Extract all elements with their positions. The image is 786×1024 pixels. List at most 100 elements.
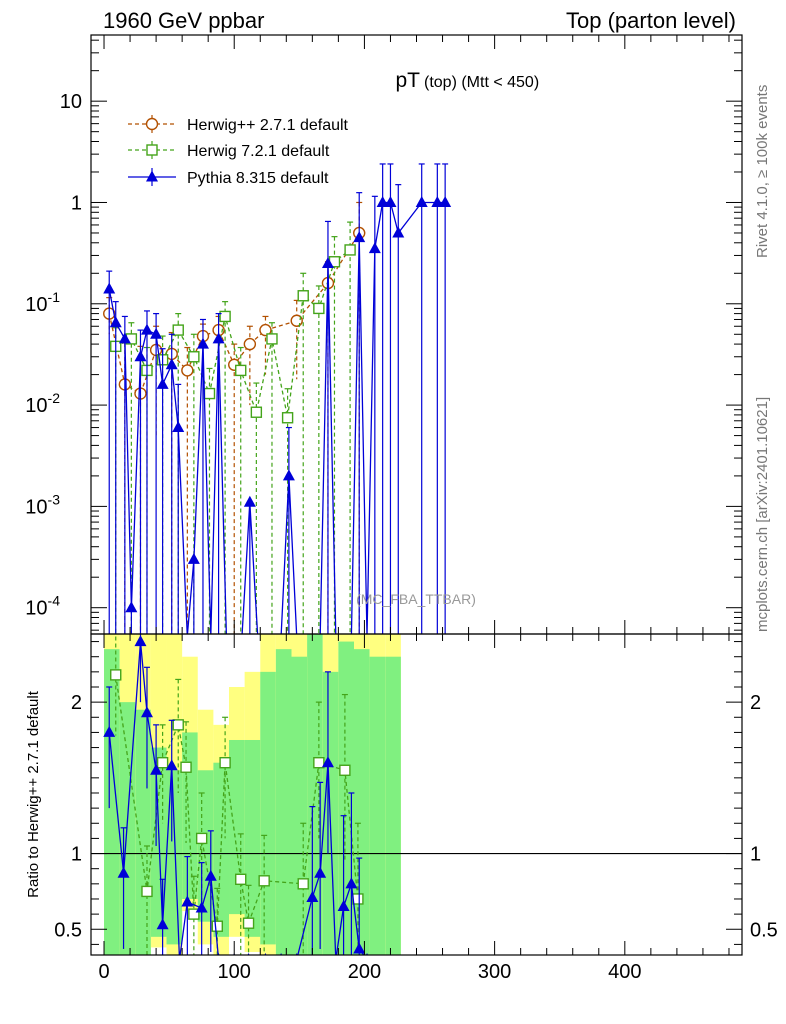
ratio-band-green (338, 641, 355, 955)
x-tick-label: 300 (478, 961, 511, 983)
main-series-2-point (118, 332, 131, 344)
y-tick-label: 10-1 (25, 289, 60, 316)
ratio-band-green (229, 739, 245, 915)
ratio-series-1-point (314, 866, 327, 878)
ratio-band-green (166, 770, 183, 945)
ratio-series-1-point (140, 706, 153, 718)
main-series-1-point (250, 406, 263, 418)
ratio-band-green (369, 656, 386, 955)
main-series-2-point (212, 332, 225, 344)
ratio-series-1-point (117, 866, 130, 878)
ratio-series-0-point (219, 757, 231, 769)
main-series-2-point (376, 195, 389, 207)
ratio-series-0-point (211, 920, 223, 932)
ratio-band-green (385, 656, 401, 955)
main-series-2-point (415, 195, 428, 207)
ratio-y-tick-label-right: 2 (750, 692, 761, 714)
ratio-y-axis-label: Ratio to Herwig++ 2.7.1 default (25, 690, 42, 898)
x-tick-label: 400 (608, 961, 641, 983)
legend-marker-1 (146, 144, 158, 156)
y-tick-label: 10-2 (25, 390, 60, 417)
analysis-watermark: (MC_FBA_TTBAR) (356, 591, 476, 607)
ratio-band-green (291, 656, 308, 955)
ratio-plot-area (91, 634, 742, 955)
x-tick-label: 100 (218, 961, 251, 983)
main-series-0-point (259, 323, 272, 337)
ratio-series-0-point (352, 893, 364, 905)
ratio-series-1-point (337, 900, 350, 912)
ratio-series-0-line (115, 674, 359, 927)
ratio-series-1-point (150, 763, 163, 775)
main-series-1-point (313, 302, 325, 315)
ratio-series-0-point (188, 908, 200, 920)
x-tick-label: 200 (348, 961, 381, 983)
ratio-band-green (104, 649, 120, 955)
main-series-2-point (187, 552, 200, 564)
header-left: 1960 GeV ppbar (103, 8, 265, 33)
main-series-2-point (134, 350, 147, 362)
main-series-2-point (196, 337, 209, 349)
ratio-band-green (135, 709, 151, 955)
ratio-band-green (354, 649, 370, 955)
chart-title: pT (395, 69, 420, 92)
main-series-1-point (219, 310, 231, 323)
ratio-series-0-point (180, 761, 192, 773)
ratio-y-tick-label: 1 (71, 844, 82, 866)
main-series-0-point (243, 337, 257, 351)
main-series-2-point (439, 195, 452, 207)
ratio-series-0-point (235, 873, 247, 885)
legend-label-1: Herwig 7.2.1 default (187, 143, 330, 160)
legend-label-0: Herwig++ 2.7.1 default (187, 117, 349, 134)
main-series-1-point (266, 333, 278, 345)
ratio-series-1-point (345, 877, 358, 889)
main-series-2-point (165, 358, 178, 370)
main-series-2-line (108, 201, 446, 634)
ratio-series-1-point (195, 901, 208, 913)
main-series-2-point (172, 421, 185, 433)
main-series-2-point (140, 323, 153, 335)
main-series-1-point (188, 351, 200, 363)
y-tick-label: 1 (71, 192, 82, 214)
main-series-1-point (172, 324, 184, 336)
ratio-series-0-point (172, 719, 184, 731)
y-tick-label: 10-3 (25, 491, 60, 518)
ratio-y-tick-label-right: 0.5 (750, 919, 778, 941)
main-series-2-point (353, 231, 366, 243)
y-tick-label-exponent: -1 (48, 289, 61, 305)
ratio-series-1-point (181, 895, 194, 907)
main-series-2-point (150, 327, 163, 339)
ratio-band-green (260, 671, 276, 945)
ratio-series-0-point (195, 832, 208, 845)
ratio-series-0-point (297, 878, 309, 890)
main-series-2-point (392, 226, 405, 238)
main-series-2-point (282, 469, 295, 481)
ratio-y-tick-label-right: 1 (750, 844, 761, 866)
legend-label-2: Pythia 8.315 default (187, 170, 329, 187)
y-tick-label: 10 (60, 91, 82, 113)
main-series-0-point (181, 364, 194, 377)
ratio-y-tick-label: 2 (71, 692, 82, 714)
ratio-series-1-point (103, 725, 116, 737)
main-series-2-point (368, 242, 381, 254)
ratio-series-0-point (313, 757, 325, 769)
y-tick-label: 10-4 (25, 593, 60, 620)
main-series-1-point (281, 412, 294, 424)
main-series-2-point (384, 195, 397, 207)
main-series-1-point (203, 387, 216, 400)
ratio-series-0-point (339, 764, 351, 776)
legend-marker-2 (146, 170, 158, 182)
main-series-1-line (115, 249, 351, 418)
ratio-series-0-point (141, 885, 153, 898)
ratio-series-1-point (204, 869, 217, 881)
ratio-series-1-point (353, 942, 366, 954)
ratio-series-0-point (156, 757, 169, 769)
ratio-series-0-point (110, 669, 122, 681)
main-series-2-point (125, 601, 138, 613)
ratio-series-1-point (134, 635, 147, 647)
y-tick-label-exponent: -3 (48, 491, 61, 507)
ratio-series-1-point (156, 918, 169, 930)
ratio-series-0-point (258, 875, 270, 887)
main-series-2-point (156, 377, 169, 389)
main-series-2-point (109, 316, 122, 328)
